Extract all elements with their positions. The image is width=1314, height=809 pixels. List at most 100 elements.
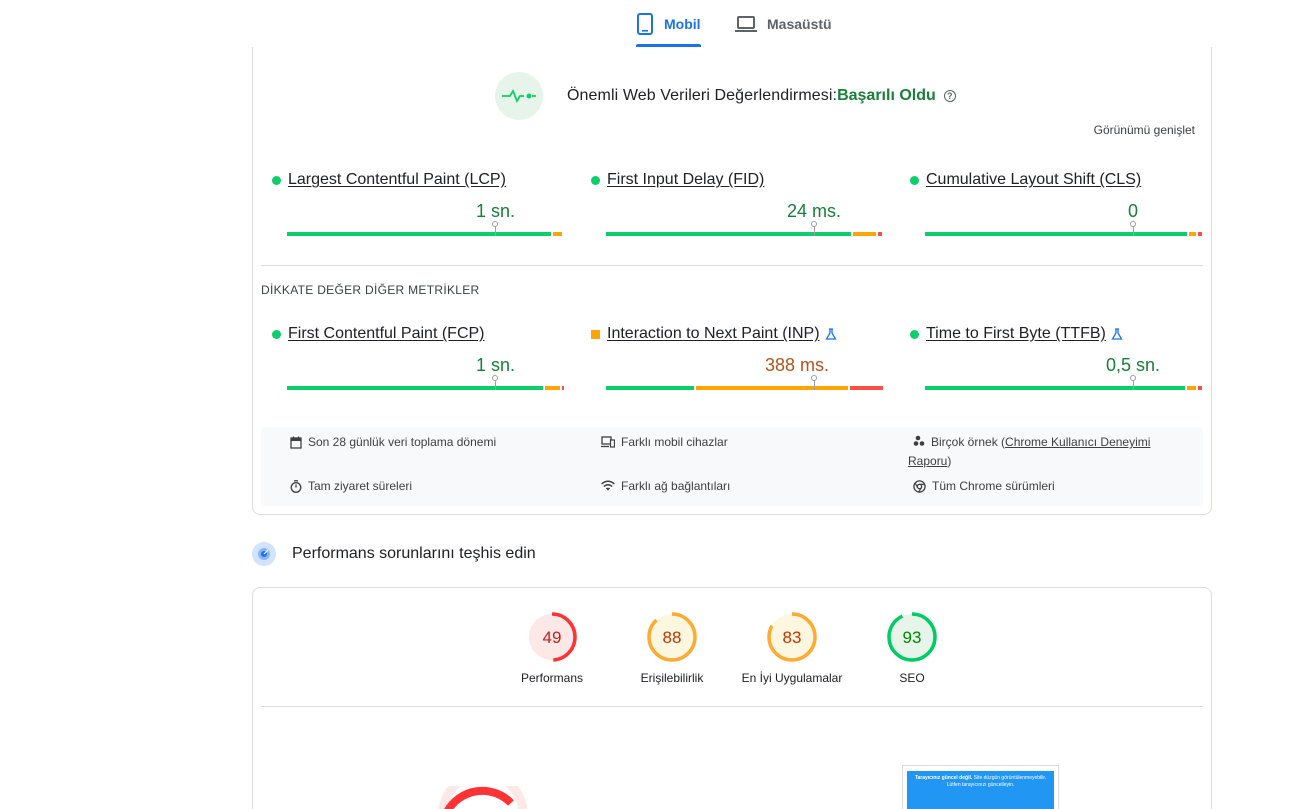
status-dot-icon xyxy=(910,329,919,339)
metric-link[interactable]: Time to First Byte (TTFB) xyxy=(926,325,1106,342)
info-samples: Birçok örnek (Chrome Kullanıcı Deneyimi R… xyxy=(908,433,1198,471)
metric-link[interactable]: Interaction to Next Paint (INP) xyxy=(607,325,820,342)
bar-segment-poor xyxy=(1198,232,1202,236)
bar-segment-poor xyxy=(562,386,564,390)
section-divider xyxy=(261,265,1203,266)
distribution-bar xyxy=(606,386,883,390)
bar-segment-good xyxy=(925,232,1187,236)
metric-fcp: First Contentful Paint (FCP) 1 sn. xyxy=(271,325,564,395)
bar-segment-average xyxy=(696,386,848,390)
metric-value: 388 ms. xyxy=(765,355,830,375)
bar-segment-poor xyxy=(850,386,883,390)
metric-link[interactable]: First Contentful Paint (FCP) xyxy=(288,325,485,342)
metric-value: 1 sn. xyxy=(476,201,516,221)
info-chrome-text: Tüm Chrome sürümleri xyxy=(932,479,1055,493)
metric-label: Time to First Byte (TTFB) xyxy=(909,325,1123,343)
status-dot-icon xyxy=(272,329,281,339)
score-label: En İyi Uygulamalar xyxy=(741,671,843,685)
p75-marker xyxy=(811,221,817,236)
metric-value: 0,5 sn. xyxy=(1106,355,1161,375)
device-tabs: Mobil Masaüstü xyxy=(0,0,1314,47)
help-icon[interactable]: ? xyxy=(943,90,956,102)
screenshot-banner-bold: Tarayıcınız güncel değil. xyxy=(914,775,973,781)
lighthouse-icon xyxy=(258,548,270,560)
diagnose-header: Performans sorunlarını teşhis edin xyxy=(252,542,536,566)
flask-icon xyxy=(824,328,837,340)
info-devices-text: Farklı mobil cihazlar xyxy=(621,435,728,449)
gauge-accessibility[interactable]: 88 Erişilebilirlik xyxy=(612,612,732,685)
data-info-box: Son 28 günlük veri toplama dönemi Farklı… xyxy=(261,427,1203,506)
bar-segment-poor xyxy=(1198,386,1202,390)
expand-view-link[interactable]: Görünümü genişlet xyxy=(1093,123,1195,137)
distribution-bar xyxy=(287,232,562,236)
metric-label: Cumulative Layout Shift (CLS) xyxy=(909,171,1141,189)
diagnose-badge xyxy=(252,542,276,566)
status-dot-icon xyxy=(910,175,919,185)
metric-inp: Interaction to Next Paint (INP) 388 ms. xyxy=(590,325,883,395)
tab-mobile-label: Mobil xyxy=(664,15,701,32)
scores-card: 49 Performans 88 Erişilebilirlik 83 En İ… xyxy=(252,587,1212,809)
smartphone-icon xyxy=(637,12,653,35)
status-dot-icon xyxy=(591,175,600,185)
metric-link[interactable]: First Input Delay (FID) xyxy=(607,171,765,188)
metric-lcp: Largest Contentful Paint (LCP) 1 sn. xyxy=(271,171,562,241)
samples-icon xyxy=(913,435,925,446)
gauge-seo[interactable]: 93 SEO xyxy=(852,612,972,685)
scores-divider xyxy=(261,706,1203,707)
cwv-card: Önemli Web Verileri Değerlendirmesi: Baş… xyxy=(252,47,1212,515)
devices-icon xyxy=(601,436,615,448)
laptop-icon xyxy=(735,15,757,32)
metric-fid: First Input Delay (FID) 24 ms. xyxy=(590,171,882,241)
cwv-header: Önemli Web Verileri Değerlendirmesi: Baş… xyxy=(495,72,956,120)
bar-segment-average xyxy=(1189,232,1196,236)
score-label: Performans xyxy=(520,671,584,685)
info-devices: Farklı mobil cihazlar xyxy=(601,433,728,452)
bar-segment-poor xyxy=(878,232,882,236)
performance-big-gauge xyxy=(438,786,528,809)
wifi-icon xyxy=(601,480,615,491)
p75-marker xyxy=(1130,375,1136,390)
score-value: 88 xyxy=(663,628,682,647)
status-square-icon xyxy=(591,329,600,339)
metric-label: Interaction to Next Paint (INP) xyxy=(590,325,837,343)
info-period: Son 28 günlük veri toplama dönemi xyxy=(290,433,496,452)
score-value: 93 xyxy=(903,628,922,647)
score-label: Erişilebilirlik xyxy=(640,671,704,685)
calendar-icon xyxy=(290,436,302,449)
tab-desktop[interactable]: Masaüstü xyxy=(735,0,832,47)
tab-desktop-label: Masaüstü xyxy=(767,15,832,32)
metric-label: First Contentful Paint (FCP) xyxy=(271,325,485,343)
bar-segment-average xyxy=(1187,386,1196,390)
other-metrics-title: DİKKATE DEĞER DİĞER METRİKLER xyxy=(261,283,480,297)
metric-label: Largest Contentful Paint (LCP) xyxy=(271,171,506,189)
screenshot-banner: Tarayıcınız güncel değil. Site düzgün gö… xyxy=(907,771,1054,809)
p75-marker xyxy=(1130,221,1136,236)
bar-segment-average xyxy=(545,386,560,390)
cwv-status: Başarılı Oldu xyxy=(837,87,936,104)
chrome-icon xyxy=(913,480,926,493)
bar-segment-good xyxy=(287,232,551,236)
metric-link[interactable]: Cumulative Layout Shift (CLS) xyxy=(926,171,1142,188)
crux-report-link-cont[interactable]: Raporu xyxy=(908,454,948,468)
cwv-title: Önemli Web Verileri Değerlendirmesi: xyxy=(567,87,838,104)
gauge-best-practices[interactable]: 83 En İyi Uygulamalar xyxy=(732,612,852,685)
metric-link[interactable]: Largest Contentful Paint (LCP) xyxy=(288,171,506,188)
screenshot-banner-text: Site düzgün görüntülenmeyebilir. Lütfen … xyxy=(946,775,1047,788)
metric-cls: Cumulative Layout Shift (CLS) 0 xyxy=(909,171,1202,241)
distribution-bar xyxy=(925,232,1202,236)
crux-report-link[interactable]: Chrome Kullanıcı Deneyimi xyxy=(1005,435,1151,449)
p75-marker xyxy=(811,375,817,390)
info-samples-prefix: Birçok örnek ( xyxy=(931,435,1006,449)
score-label: SEO xyxy=(899,671,925,685)
score-value: 83 xyxy=(783,628,802,647)
score-gauge: 49 xyxy=(527,612,577,662)
gauge-performance[interactable]: 49 Performans xyxy=(492,612,612,685)
bar-segment-good xyxy=(925,386,1185,390)
p75-marker xyxy=(492,375,498,390)
cwv-badge xyxy=(495,72,543,120)
metric-value: 24 ms. xyxy=(787,201,842,221)
distribution-bar xyxy=(925,386,1202,390)
distribution-bar xyxy=(287,386,564,390)
info-network-text: Farklı ağ bağlantıları xyxy=(621,479,731,493)
tab-mobile[interactable]: Mobil xyxy=(636,0,701,47)
